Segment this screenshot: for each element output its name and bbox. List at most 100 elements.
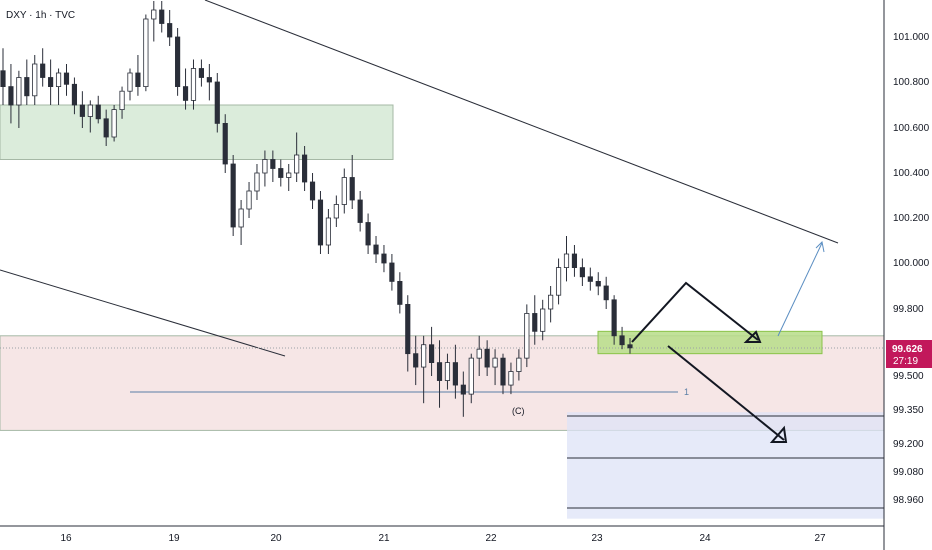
candle [468,353,474,404]
projection-path-upper[interactable] [631,281,759,343]
candle [151,1,157,42]
candle-body [619,335,625,346]
candle-body [119,90,125,110]
candle-body [206,77,212,83]
candle-body [365,222,371,246]
candle-body [198,68,205,78]
upper-trendline[interactable] [204,0,839,244]
candle-body [492,357,498,368]
candle [333,195,339,227]
candle-body [48,77,54,87]
candle-body [532,313,538,332]
candle [317,191,324,254]
candle-body [373,244,379,255]
candle [540,299,546,341]
candle [444,353,451,390]
candle [16,70,22,128]
candle-body [563,253,570,269]
candle [262,150,268,187]
projection-path-blue[interactable] [777,242,823,337]
candle-body [79,104,85,117]
candle [302,146,308,191]
candle-body [484,348,490,368]
candle-body [214,81,220,124]
candle [389,254,395,291]
entry-zone-green[interactable] [597,330,823,355]
projection-path-lower[interactable] [667,345,785,441]
candle-body [182,86,189,101]
candle [95,95,101,124]
candle [63,64,70,96]
candle [24,59,30,105]
x-tick-label: 20 [270,533,282,544]
candle [516,349,522,381]
candle [405,295,411,372]
candle-body [238,208,244,228]
y-tick-label: 100.200 [893,213,930,224]
resistance-zone[interactable] [0,104,394,160]
candle-body [476,348,482,359]
candle-body [55,72,62,88]
y-tick-label: 101.000 [893,32,930,43]
candle-body [611,299,617,337]
candle-body [341,177,347,205]
x-tick-label: 21 [378,533,390,544]
candle-body [32,63,38,97]
projection-arrowhead-lower [769,425,788,443]
y-axis[interactable]: 101.000 100.800 100.600 100.400 100.200 100.0… [893,32,930,506]
last-price-countdown: 27:19 [893,356,918,367]
candle-body [294,154,300,174]
candle [325,209,331,254]
candle [143,14,149,92]
candle [159,1,165,33]
candle [397,272,403,314]
candle [595,272,601,296]
candle [309,173,316,209]
candle-body [24,77,30,97]
candle-body [262,159,268,174]
candle [548,286,554,323]
projection-arrowhead-blue [815,240,825,253]
candles-layer [0,1,633,417]
y-tick-label: 99.800 [893,304,924,315]
candle [32,55,38,105]
candle-body [127,72,133,92]
candle-body [278,168,284,178]
candle-body [167,23,173,38]
x-axis[interactable]: 16 19 20 21 22 23 24 27 [60,533,826,544]
candle-body [143,18,149,87]
candle-body [397,280,403,305]
candle [508,362,514,395]
candle-body [254,172,260,192]
y-tick-label: 99.200 [893,439,924,450]
candle [0,48,6,105]
candle-body [222,123,228,165]
candle-body [270,159,276,169]
candle-body [452,362,458,386]
y-tick-label: 99.080 [893,467,924,478]
candle-body [571,253,578,269]
candle-body [0,70,6,87]
candle [48,59,54,105]
candle-body [508,371,514,386]
candle-body [317,199,324,246]
candle-body [103,118,109,138]
y-tick-label: 99.500 [893,371,924,382]
candle-body [87,104,93,117]
candle [222,114,228,173]
lower-trendline[interactable] [0,269,286,357]
candle-body [190,68,197,101]
y-tick-label: 100.000 [893,258,930,269]
candle-body [444,362,451,381]
candle [627,338,633,354]
candle-body [595,280,601,287]
target-zone-blue[interactable] [567,412,884,519]
candle-body [349,177,355,201]
candle-body [151,9,157,20]
candle-body [540,308,546,332]
candle-body [381,253,387,264]
candle [460,371,466,417]
candle-body [405,303,411,355]
